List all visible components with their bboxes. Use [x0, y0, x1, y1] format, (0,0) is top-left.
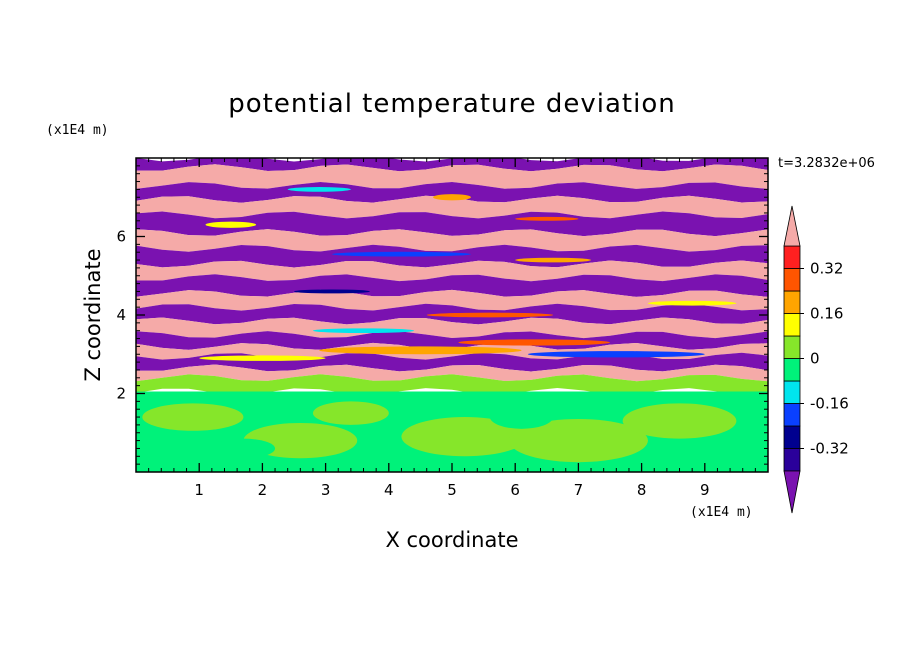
field-eddy: [331, 251, 471, 257]
field-eddy: [319, 346, 522, 355]
x-tick-label: 8: [637, 481, 647, 499]
colorbar-segment: [783, 335, 801, 359]
colorbar-segment: [783, 380, 801, 404]
colorbar-segment: [783, 313, 801, 337]
colorbar-segment: [783, 448, 801, 472]
field-band: [136, 164, 768, 189]
field-band: [136, 229, 768, 252]
field-eddy: [508, 419, 648, 463]
field-eddy: [142, 403, 244, 431]
y-axis-label: Z coordinate: [81, 248, 105, 381]
field-eddy: [205, 221, 257, 228]
field-eddy: [426, 312, 554, 318]
colorbar-segment: [783, 245, 801, 269]
field-band: [136, 331, 768, 350]
colorbar-segment: [783, 268, 801, 292]
x-tick-label: 3: [321, 481, 331, 499]
field-eddy: [312, 401, 389, 425]
field-eddy: [527, 351, 705, 358]
colorbar-tick-label: 0: [810, 350, 820, 368]
x-tick-label: 2: [258, 481, 268, 499]
field-eddy: [433, 194, 471, 201]
field-eddy: [287, 187, 351, 192]
x-tick-label: 7: [574, 481, 584, 499]
field-band: [136, 289, 768, 311]
field-band: [136, 317, 768, 339]
x-tick-label: 6: [510, 481, 520, 499]
colorbar-segment: [783, 290, 801, 314]
colorbar-under-arrow: [783, 470, 801, 514]
colorbar-tick-label: -0.16: [810, 395, 849, 413]
y-tick-label: 6: [116, 228, 126, 246]
axis-ticks: 1 2 3 4 5 6 7 8 9 2 4 6: [116, 158, 768, 499]
y-tick-label: 2: [116, 385, 126, 403]
field-eddy: [647, 300, 737, 306]
time-label: t=3.2832e+06: [778, 156, 875, 171]
x-tick-label: 9: [700, 481, 710, 499]
field-band: [136, 211, 768, 237]
y-tick-label: 4: [116, 306, 126, 324]
plot-area: 1 2 3 4 5 6 7 8 9 2 4 6: [116, 157, 769, 499]
field-band: [136, 260, 768, 282]
field-eddy: [622, 403, 737, 439]
colorbar-segment: [783, 403, 801, 427]
colorbar-tick-label: 0.16: [810, 305, 843, 323]
y-axis-unit: (x1E4 m): [46, 123, 109, 138]
x-axis-label: X coordinate: [385, 528, 518, 552]
field-band: [136, 274, 768, 297]
field-band: [136, 244, 768, 268]
x-axis-unit: (x1E4 m): [690, 505, 753, 520]
field-band: [136, 352, 768, 372]
field-band: [136, 195, 768, 219]
field-eddy: [294, 289, 370, 294]
colorbar-tick-label: 0.32: [810, 260, 843, 278]
chart-title: potential temperature deviation: [228, 89, 675, 119]
x-tick-label: 5: [447, 481, 457, 499]
field-eddy: [515, 257, 592, 263]
colorbar-tick-label: -0.32: [810, 440, 849, 458]
x-tick-label: 4: [384, 481, 394, 499]
field-eddy: [401, 417, 528, 457]
colorbar-over-arrow: [783, 205, 801, 247]
field-band: [136, 374, 768, 395]
colorbar: 0.32 0.16 0 -0.16 -0.32: [783, 205, 849, 514]
field-eddy: [489, 405, 554, 429]
x-tick-label: 1: [194, 481, 204, 499]
field-eddy: [515, 216, 579, 221]
colorbar-segment: [783, 358, 801, 382]
contour-field: [136, 158, 768, 472]
field-eddy: [211, 438, 276, 459]
field-band: [136, 364, 768, 382]
field-eddy: [312, 328, 415, 334]
field-eddy: [199, 355, 326, 361]
field-eddy: [458, 339, 610, 346]
colorbar-segment: [783, 425, 801, 449]
field-band: [136, 182, 768, 203]
